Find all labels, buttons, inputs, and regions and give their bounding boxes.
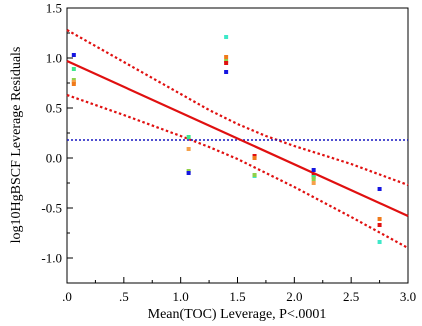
data-point [186, 147, 191, 151]
plot-frame [66, 7, 409, 284]
data-point [377, 217, 382, 221]
x-axis: .0 .5 1.0 1.5 2.0 2.5 3.0 [62, 277, 416, 304]
data-point [311, 168, 316, 172]
y-axis: -1.0 -0.5 0.0 0.5 1.0 1.5 [41, 1, 73, 284]
x-tick-label: .0 [62, 289, 72, 304]
data-point [71, 82, 76, 86]
data-point [224, 55, 229, 59]
x-tick-label: 3.0 [400, 289, 416, 304]
fit-line [66, 59, 409, 218]
x-tick-label: 1.5 [229, 289, 245, 304]
data-point [224, 61, 229, 65]
data-point [224, 35, 229, 39]
y-tick-label: 1.5 [46, 1, 62, 16]
x-tick-label: 1.0 [173, 289, 189, 304]
data-point [252, 173, 257, 177]
data-point [186, 135, 191, 139]
data-point [224, 70, 229, 74]
data-point [71, 53, 76, 57]
data-point [311, 177, 316, 181]
x-tick-label: 2.5 [343, 289, 359, 304]
confidence-upper-curve [66, 29, 409, 187]
data-point [186, 171, 191, 175]
data-point [377, 223, 382, 227]
data-points [71, 35, 382, 244]
data-point [377, 240, 382, 244]
data-point [311, 181, 316, 185]
y-tick-label: 1.0 [46, 51, 62, 66]
y-tick-label: -0.5 [41, 201, 62, 216]
data-point [252, 156, 257, 160]
y-tick-label: -1.0 [41, 251, 62, 266]
x-tick-label: 2.0 [286, 289, 302, 304]
y-axis-label: log10HgBSCF Leverage Residuals [9, 47, 24, 244]
x-axis-label: Mean(TOC) Leverage, P<.0001 [148, 307, 327, 322]
data-point [71, 67, 76, 71]
x-tick-label: .5 [119, 289, 129, 304]
confidence-lower-curve [66, 93, 409, 249]
data-point [377, 187, 382, 191]
y-tick-label: 0.0 [46, 151, 62, 166]
y-tick-label: 0.5 [46, 101, 62, 116]
